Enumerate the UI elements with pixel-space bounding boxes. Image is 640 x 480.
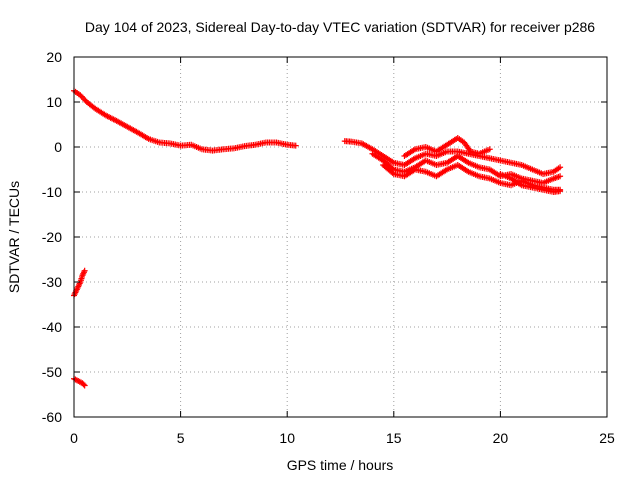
grid (74, 57, 607, 417)
series-segment (71, 267, 88, 299)
data-point (389, 169, 396, 176)
series-segment (497, 171, 564, 195)
data-point (557, 173, 564, 180)
data-point (486, 146, 493, 153)
data-point (557, 164, 564, 171)
y-tick-label: -50 (42, 364, 62, 380)
series-segment (71, 375, 88, 389)
series-segment (71, 87, 299, 154)
y-tick-label: -40 (42, 319, 62, 335)
data-point (292, 142, 299, 149)
y-tick-label: -10 (42, 184, 62, 200)
data-point (80, 381, 87, 388)
x-axis-label: GPS time / hours (287, 457, 394, 473)
data-point (557, 188, 564, 195)
x-tick-label: 20 (493, 430, 509, 446)
data-point (81, 382, 88, 389)
data-series (71, 87, 564, 389)
y-tick-label: 20 (46, 49, 62, 65)
x-tick-label: 0 (70, 430, 78, 446)
y-axis-label: SDTVAR / TECUs (6, 181, 22, 293)
x-tick-label: 10 (279, 430, 295, 446)
y-tick-label: -30 (42, 274, 62, 290)
plot-frame (73, 56, 608, 418)
x-tick-label: 25 (599, 430, 615, 446)
x-tick-label: 5 (177, 430, 185, 446)
y-tick-label: -60 (42, 409, 62, 425)
series-segment (401, 135, 493, 159)
x-tick-label: 15 (386, 430, 402, 446)
series-segment (369, 150, 564, 186)
y-tick-label: -20 (42, 229, 62, 245)
y-tick-label: 0 (54, 139, 62, 155)
y-tick-label: 10 (46, 94, 62, 110)
chart-title: Day 104 of 2023, Sidereal Day-to-day VTE… (85, 19, 595, 35)
data-point (81, 267, 88, 274)
axis-ticks: 0 5 10 15 20 25 -60 -50 -40 -30 -20 -10 0 10 20 (42, 49, 615, 446)
